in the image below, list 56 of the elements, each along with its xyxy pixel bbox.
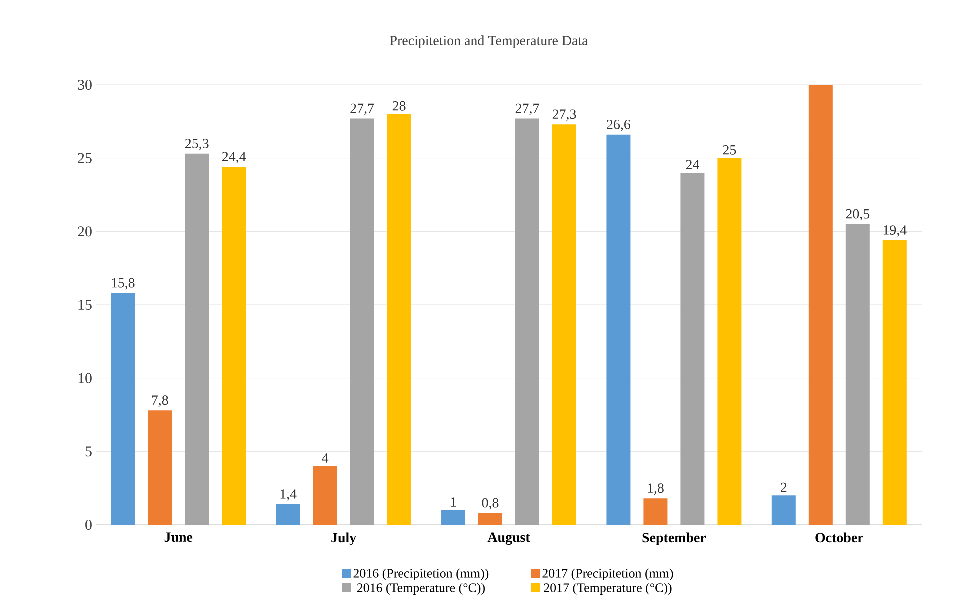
data-label: 19,4	[884, 226, 907, 237]
legend-label: 2017 (Precipitetion (mm)	[542, 568, 674, 581]
data-label: 7,8	[152, 396, 168, 408]
x-tick-label: September	[642, 532, 706, 546]
data-label: 26,6	[607, 120, 630, 132]
y-tick-label: 20	[78, 226, 92, 237]
bar	[606, 134, 631, 525]
y-tick-label: 5	[86, 446, 92, 457]
bar	[387, 114, 412, 525]
bar	[313, 466, 338, 525]
y-tick-label: 30	[78, 80, 92, 90]
data-label: 4	[322, 454, 329, 463]
legend-label: 2016 (Temperature (°C))	[357, 583, 485, 595]
x-tick-label: August	[488, 532, 530, 546]
bar	[478, 513, 503, 525]
y-tick-label: 10	[78, 373, 92, 384]
bar	[148, 410, 172, 525]
chart-title: Precipitetion and Temperature Data	[390, 36, 588, 48]
data-label: 27,7	[516, 104, 540, 116]
x-tick-label: October	[816, 532, 864, 543]
bar	[882, 240, 907, 525]
bar	[185, 154, 210, 525]
bar	[350, 118, 374, 525]
bar	[718, 158, 742, 525]
bar	[808, 85, 833, 525]
bar	[516, 118, 540, 525]
y-tick-label: 15	[78, 300, 92, 310]
bar	[442, 510, 466, 525]
data-label: 27,3	[552, 110, 576, 122]
bar	[222, 167, 246, 525]
bar	[846, 224, 870, 525]
y-tick-label: 0	[86, 520, 92, 530]
data-label: 25,3	[186, 139, 209, 150]
data-label: 24	[686, 160, 700, 170]
x-tick-label: July	[332, 532, 356, 546]
legend-label: 2016 (Precipitetion (mm))	[354, 568, 489, 581]
data-label: 28	[392, 101, 406, 111]
bar	[276, 504, 300, 525]
x-tick-label: June	[164, 532, 193, 542]
bar	[552, 124, 577, 525]
bar	[772, 496, 796, 525]
data-label: 2	[781, 482, 787, 492]
legend-label: 2017 (Temperature (°C))	[544, 583, 672, 595]
data-label: 15,8	[112, 278, 135, 290]
data-label: 25	[723, 145, 736, 155]
data-label: 20,5	[846, 209, 870, 221]
bar	[111, 293, 136, 525]
data-label: 27,7	[350, 104, 374, 116]
bar	[644, 498, 668, 525]
bar	[680, 173, 705, 525]
y-tick-label: 25	[78, 153, 92, 164]
data-label: 1,4	[280, 490, 297, 501]
data-label: 24,4	[222, 152, 246, 164]
data-label: 0,8	[482, 498, 499, 510]
data-label: 1,8	[648, 484, 664, 496]
data-label: 1	[451, 498, 456, 507]
